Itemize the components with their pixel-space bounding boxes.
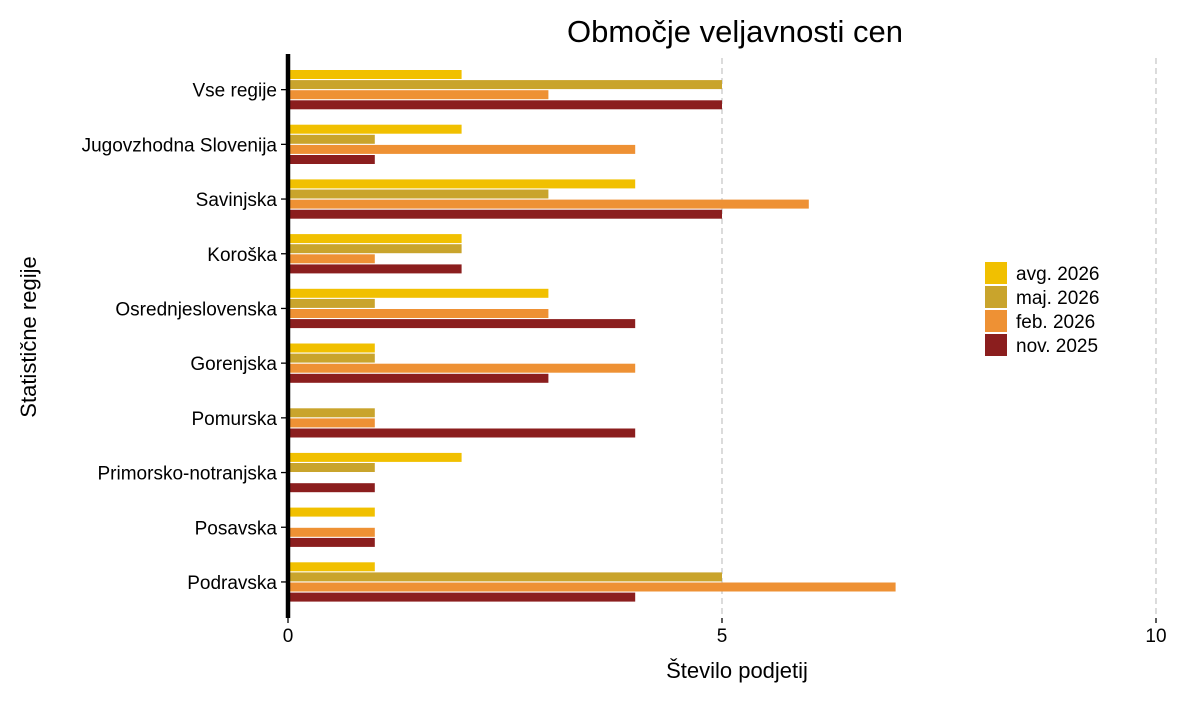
bar xyxy=(288,244,462,254)
bar xyxy=(288,507,375,517)
bar xyxy=(288,582,896,592)
bar xyxy=(288,319,636,329)
bar xyxy=(288,483,375,493)
bar xyxy=(288,254,375,264)
bar xyxy=(288,408,375,418)
bar xyxy=(288,452,462,462)
bar xyxy=(288,288,549,298)
bar xyxy=(288,179,636,189)
legend-swatch xyxy=(985,334,1007,356)
bar xyxy=(288,592,636,602)
bar xyxy=(288,80,722,90)
legend-label: nov. 2025 xyxy=(1016,336,1098,357)
legend-swatch xyxy=(985,310,1007,332)
bars xyxy=(288,70,896,602)
bar xyxy=(288,189,549,199)
bar xyxy=(288,562,375,572)
y-tick-label: Gorenjska xyxy=(190,354,277,375)
bar xyxy=(288,428,636,438)
bar xyxy=(288,134,375,144)
bar xyxy=(288,537,375,547)
y-tick-label: Osrednjeslovenska xyxy=(115,299,277,320)
y-tick-label: Jugovzhodna Slovenija xyxy=(82,135,278,156)
y-tick-label: Savinjska xyxy=(196,190,278,211)
y-tick-label: Posavska xyxy=(195,518,278,539)
bar xyxy=(288,373,549,383)
bar xyxy=(288,155,375,164)
bar xyxy=(288,309,549,318)
bar xyxy=(288,234,462,244)
bar xyxy=(288,363,636,373)
grid-lines xyxy=(721,58,1157,618)
bar xyxy=(288,418,375,428)
bar xyxy=(288,144,636,154)
bar xyxy=(288,100,722,110)
bar xyxy=(288,343,375,353)
bar xyxy=(288,209,722,219)
y-tick-label: Pomurska xyxy=(191,409,277,430)
y-tick-label: Vse regije xyxy=(193,81,278,102)
legend-swatch xyxy=(985,262,1007,284)
legend-label: feb. 2026 xyxy=(1016,312,1095,333)
x-tick-label: 10 xyxy=(1145,626,1166,647)
legend: avg. 2026 maj. 2026 feb. 2026 nov. 2025 xyxy=(985,262,1099,357)
bar xyxy=(288,527,375,537)
legend-label: avg. 2026 xyxy=(1016,264,1099,285)
y-axis-label: Statistične regije xyxy=(16,256,41,417)
x-tick-label: 5 xyxy=(717,626,728,647)
bar xyxy=(288,199,809,209)
chart-title: Območje veljavnosti cen xyxy=(567,14,903,49)
axes: 0 5 10 Vse regije Jugovzhodna Slovenija Savin… xyxy=(82,54,1167,647)
bar xyxy=(288,353,375,363)
bar xyxy=(288,124,462,134)
y-tick-label: Koroška xyxy=(207,245,277,266)
bar xyxy=(288,572,722,582)
x-axis-label: Število podjetij xyxy=(666,658,808,683)
legend-swatch xyxy=(985,286,1007,308)
legend-label: maj. 2026 xyxy=(1016,288,1099,309)
bar xyxy=(288,298,375,308)
bar xyxy=(288,463,375,472)
y-tick-label: Primorsko-notranjska xyxy=(98,464,278,485)
bar xyxy=(288,264,462,274)
x-tick-label: 0 xyxy=(283,626,294,647)
y-tick-label: Podravska xyxy=(187,573,277,594)
bar xyxy=(288,90,549,100)
bar xyxy=(288,70,462,79)
